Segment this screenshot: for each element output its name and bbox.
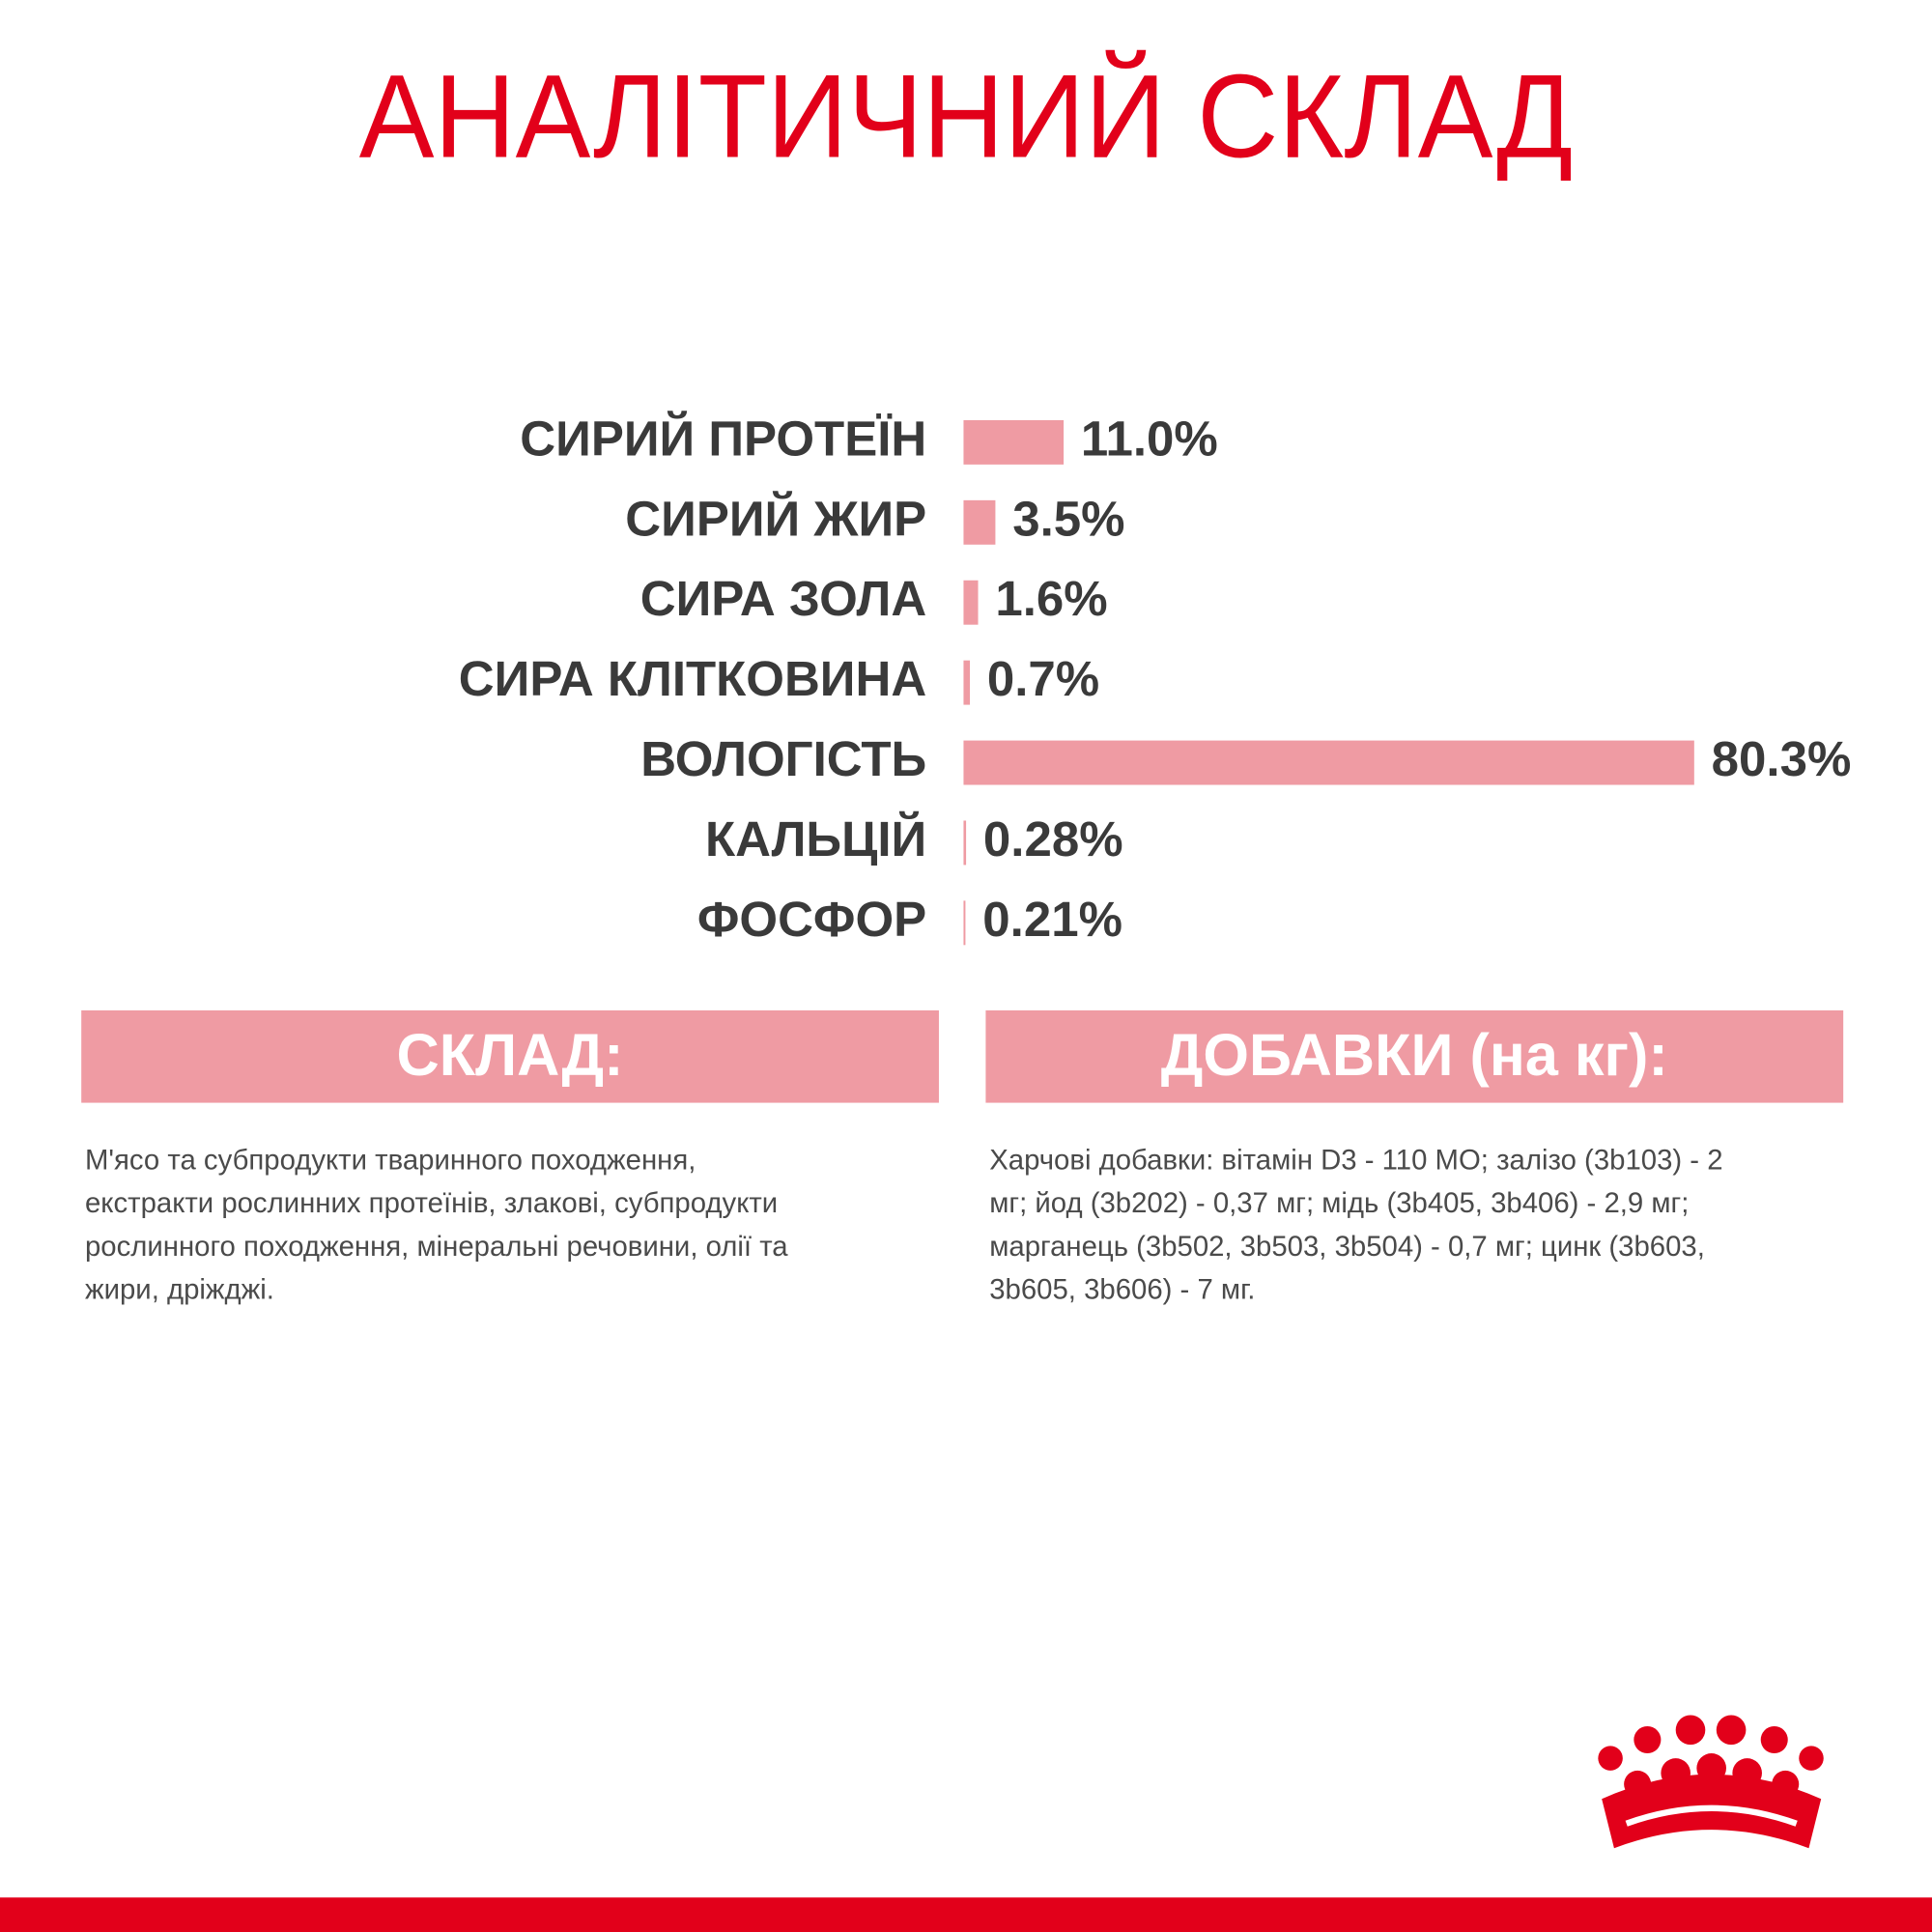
bar [963,900,966,946]
value-label: 1.6% [995,571,1107,626]
section-heading: ДОБАВКИ (на кг): [1161,1022,1668,1088]
section-text: мг; йод (3b202) - 0,37 мг; мідь (3b405, … [989,1187,1689,1219]
bar [963,820,967,866]
section-text: Харчові добавки: вітамін D3 - 110 МО; за… [989,1145,1722,1177]
section-text: екстракти рослинних протеїнів, злакові, … [85,1187,778,1219]
section-text: марганець (3b502, 3b503, 3b504) - 0,7 мг… [989,1231,1705,1263]
section-text: жири, дріжджі. [85,1273,274,1305]
value-label: 0.7% [987,651,1099,706]
bar [963,740,1694,785]
category-label: ФОСФОР [697,892,926,947]
section-text: рослинного походження, мінеральні речови… [85,1231,788,1263]
bar [963,660,971,705]
section-heading: СКЛАД: [397,1022,624,1088]
bar [963,580,979,625]
value-label: 0.28% [983,811,1123,867]
value-label: 3.5% [1012,491,1124,546]
value-label: 11.0% [1081,411,1218,466]
section-header-bg [985,1009,1844,1103]
value-label: 80.3% [1712,731,1852,786]
category-label: КАЛЬЦІЙ [705,810,926,867]
bar [963,419,1065,465]
category-label: СИРА ЗОЛА [640,571,926,626]
category-label: СИРА КЛІТКОВИНА [459,651,926,706]
category-label: СИРИЙ ЖИР [625,490,926,546]
bar [963,499,996,545]
category-label: СИРИЙ ПРОТЕЇН [520,410,926,466]
value-label: 0.21% [982,892,1122,947]
section-header-bg [81,1009,939,1103]
logo [1598,1715,1824,1849]
footer-band [0,1897,1932,1932]
chart-title: АНАЛІТИЧНИЙ СКЛАД [359,49,1573,182]
category-label: ВОЛОГІСТЬ [640,731,926,786]
section-text: М'ясо та субпродукти тваринного походжен… [85,1145,696,1177]
section-text: 3b605, 3b606) - 7 мг. [989,1273,1255,1305]
